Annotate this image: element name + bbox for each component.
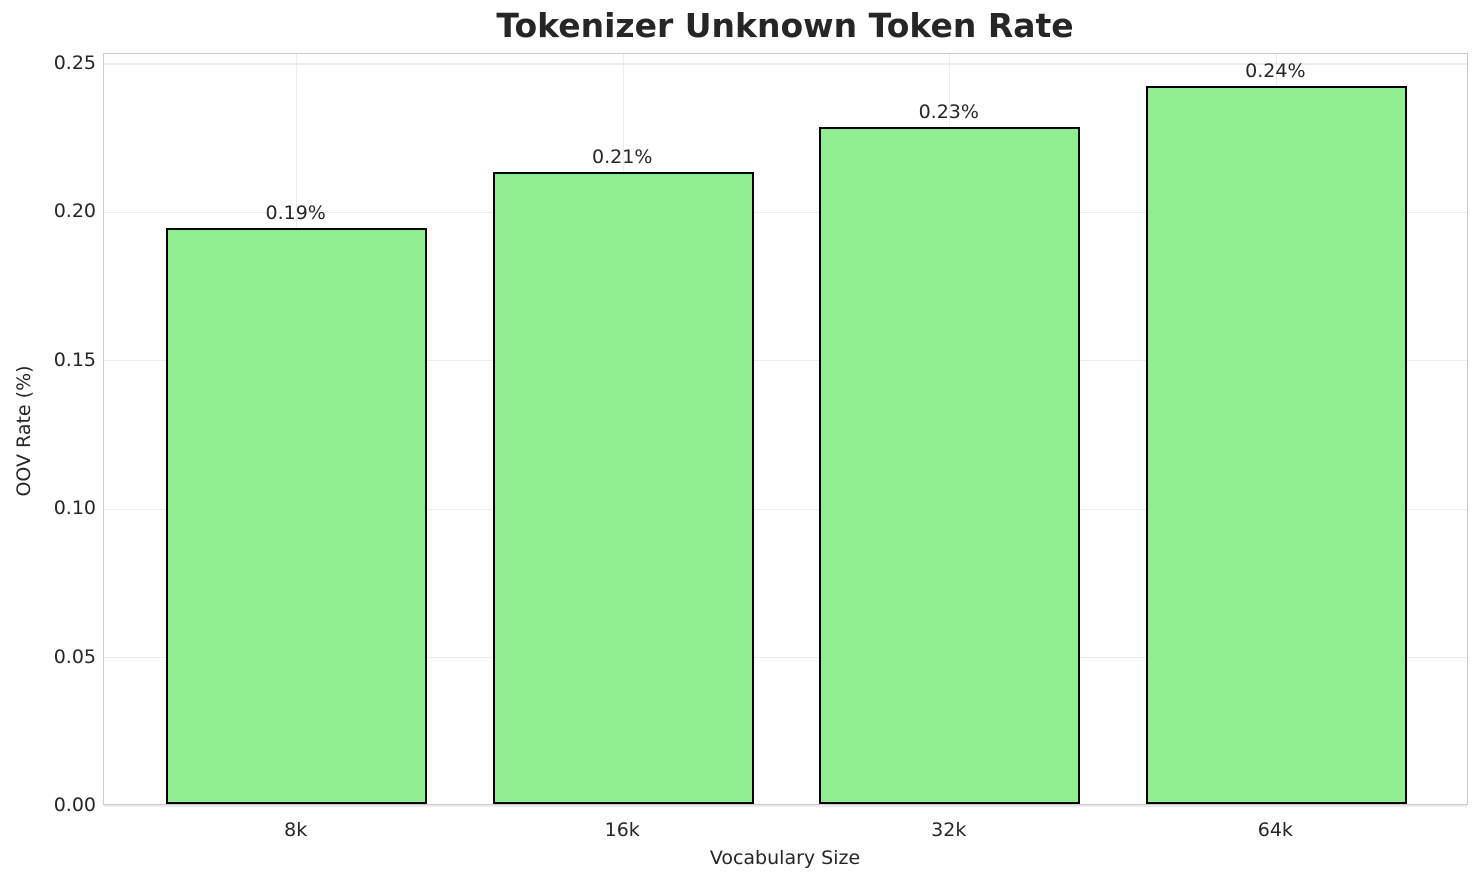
h-gridline <box>104 805 1467 807</box>
y-tick-label: 0.00 <box>53 794 96 816</box>
y-tick-label: 0.20 <box>53 200 96 223</box>
y-tick-label: 0.25 <box>53 52 96 75</box>
chart-title: Tokenizer Unknown Token Rate <box>496 6 1074 45</box>
plot-area <box>103 53 1468 807</box>
y-axis-label: OOV Rate (%) <box>13 365 35 497</box>
x-tick-label: 64k <box>1257 819 1293 841</box>
bar <box>1145 85 1407 804</box>
h-gridline <box>104 63 1467 65</box>
bar-value-label: 0.24% <box>1245 59 1306 82</box>
bar-value-label: 0.21% <box>592 145 653 168</box>
y-tick-label: 0.15 <box>53 348 96 371</box>
bar <box>166 228 428 804</box>
h-gridline <box>104 360 1467 362</box>
bar <box>492 171 754 804</box>
bar-value-label: 0.19% <box>265 202 326 225</box>
h-gridline <box>104 657 1467 659</box>
y-tick-label: 0.10 <box>53 497 96 520</box>
h-gridline <box>104 508 1467 510</box>
x-tick-label: 8k <box>284 819 308 841</box>
bar-value-label: 0.23% <box>918 101 979 124</box>
h-gridline <box>104 211 1467 214</box>
bar <box>819 127 1081 804</box>
y-tick-label: 0.05 <box>53 645 96 668</box>
x-axis-label: Vocabulary Size <box>709 847 861 869</box>
x-tick-label: 32k <box>931 819 967 841</box>
x-tick-label: 16k <box>604 819 640 841</box>
